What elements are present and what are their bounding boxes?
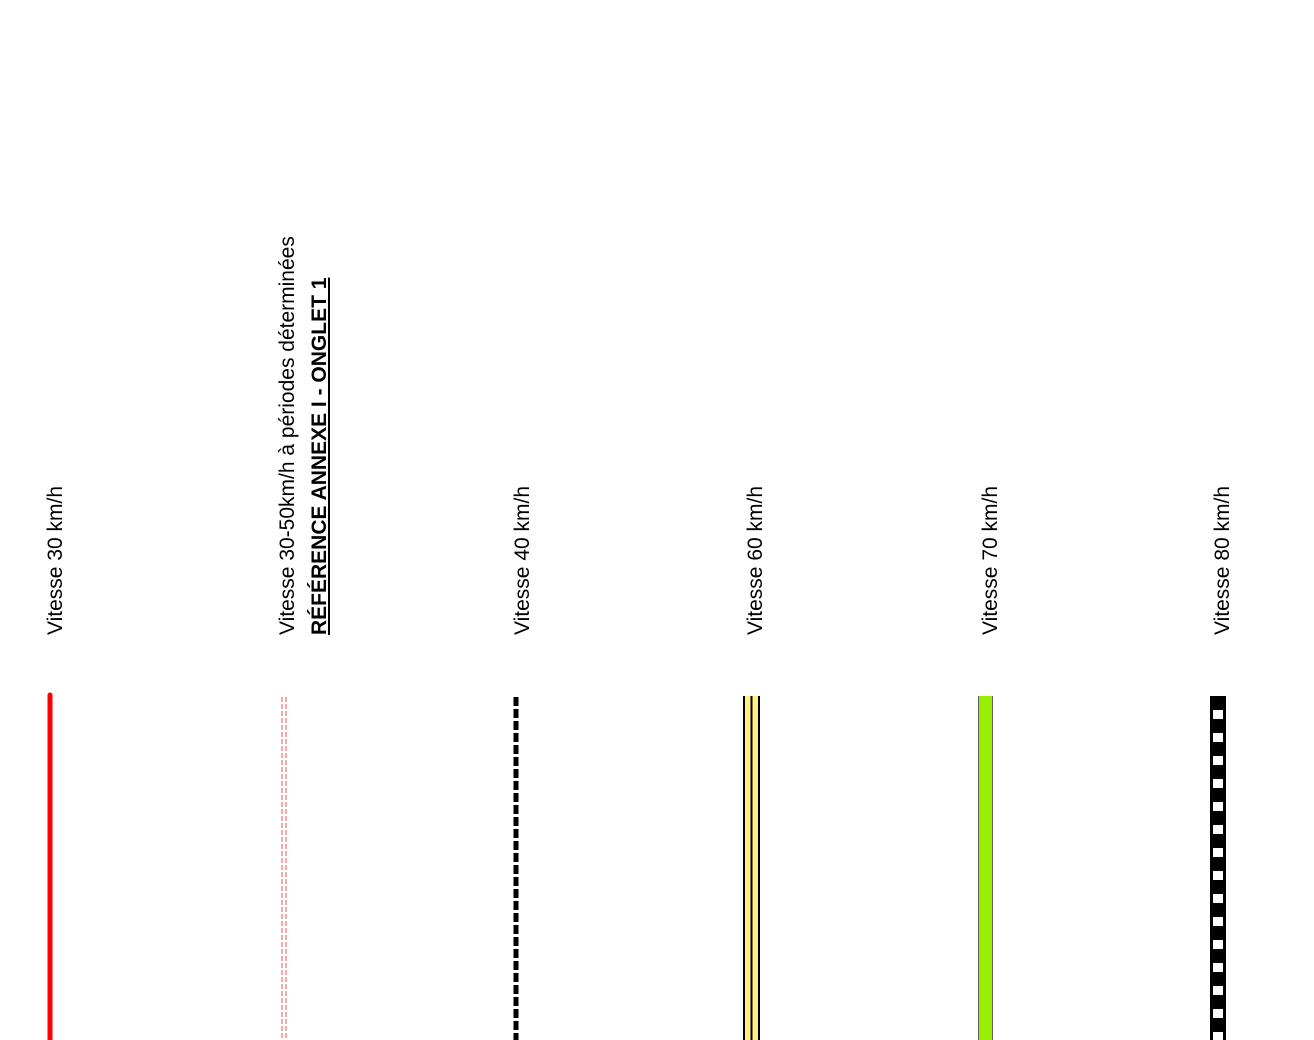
checker-gap xyxy=(1213,848,1223,857)
checker-gap xyxy=(1213,779,1223,788)
checker-gap xyxy=(1213,986,1223,995)
line-vitesse-30-50 xyxy=(281,697,287,1040)
checker-gap xyxy=(1213,917,1223,926)
checker-gap xyxy=(1213,940,1223,949)
line-vitesse-80 xyxy=(1210,696,1226,1040)
checker-gap xyxy=(1213,894,1223,903)
checker-gap xyxy=(1213,963,1223,972)
checker-gap xyxy=(1213,733,1223,742)
checker-gap xyxy=(1213,710,1223,719)
checker-gap xyxy=(1213,871,1223,880)
checker-gap xyxy=(1213,825,1223,834)
checker-gap xyxy=(1213,802,1223,811)
line-vitesse-60 xyxy=(743,696,760,1040)
checker-gap xyxy=(1213,756,1223,765)
checker-gap xyxy=(1213,1009,1223,1018)
checker-gap xyxy=(1213,1032,1223,1040)
line-vitesse-70 xyxy=(978,696,993,1040)
